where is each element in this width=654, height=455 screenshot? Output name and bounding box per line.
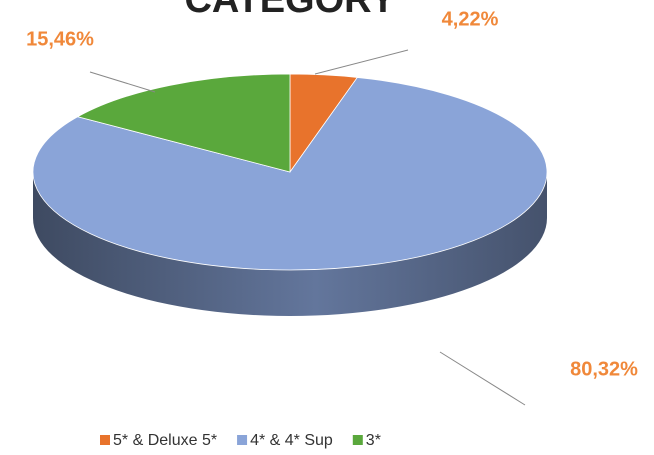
legend-swatch [237,435,248,445]
legend-swatch [100,435,110,445]
leader-line [439,351,526,406]
leader-line [314,49,409,75]
data-label: 15,46% [26,28,94,50]
chart-title: CATEGORY [184,0,395,21]
data-label: 4,22% [442,8,499,30]
legend-swatch [352,435,363,445]
pie-side [33,172,547,316]
pie-slice [76,73,291,173]
legend-label: 3* [366,432,381,449]
leader-line [89,71,156,93]
pie-slice [32,77,548,271]
legend-label: 4* & 4* Sup [250,432,333,449]
legend-label: 5* & Deluxe 5* [113,432,217,449]
data-label: 80,32% [570,358,638,380]
